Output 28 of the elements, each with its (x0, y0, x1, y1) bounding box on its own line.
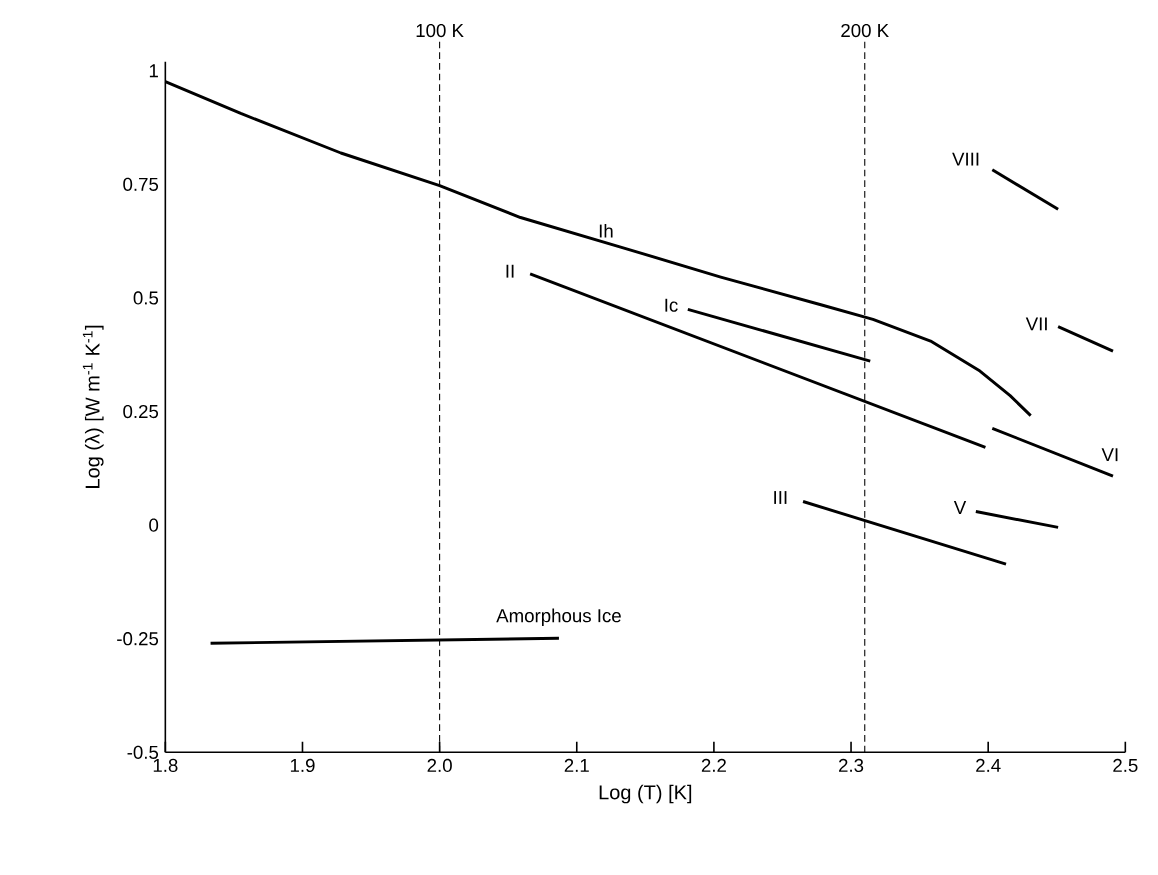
y-tick-label: -0.25 (117, 632, 159, 646)
y-tick-label: 0 (149, 518, 159, 532)
series-label: III (774, 491, 787, 504)
x-tick-label: 2.5 (1113, 758, 1138, 773)
x-axis-title: Log (T) [K] (599, 784, 692, 804)
x-tick-label: 1.8 (153, 758, 178, 773)
y-tick-label: 0.25 (123, 404, 159, 419)
x-tick-label: 2.4 (976, 758, 1001, 772)
series-label: Amorphous Ice (496, 608, 621, 626)
series-label: II (506, 264, 514, 278)
series-label: Ih (599, 223, 613, 238)
series-label: V (953, 501, 967, 514)
ref-line-label: 200 K (841, 23, 889, 38)
ref-line-label: 100 K (416, 23, 464, 38)
x-tick-label: 2.2 (701, 758, 726, 772)
y-tick-label: -0.5 (127, 745, 159, 759)
y-tick-label: 1 (149, 64, 158, 78)
x-tick-label: 1.9 (290, 758, 315, 773)
y-axis-title: Log (λ) [W m$^{-1}$ K$^{-1}$] (82, 325, 104, 488)
series-label: VIII (952, 152, 979, 166)
y-tick-label: 0.5 (133, 291, 159, 305)
series-label: VII (1025, 317, 1047, 331)
y-tick-label: 0.75 (123, 177, 159, 191)
x-tick-label: 2.3 (839, 758, 864, 773)
x-tick-label: 2.0 (427, 758, 452, 773)
x-tick-label: 2.1 (564, 758, 589, 772)
series-label: VI (1101, 448, 1118, 462)
series-label: Ic (665, 298, 678, 312)
